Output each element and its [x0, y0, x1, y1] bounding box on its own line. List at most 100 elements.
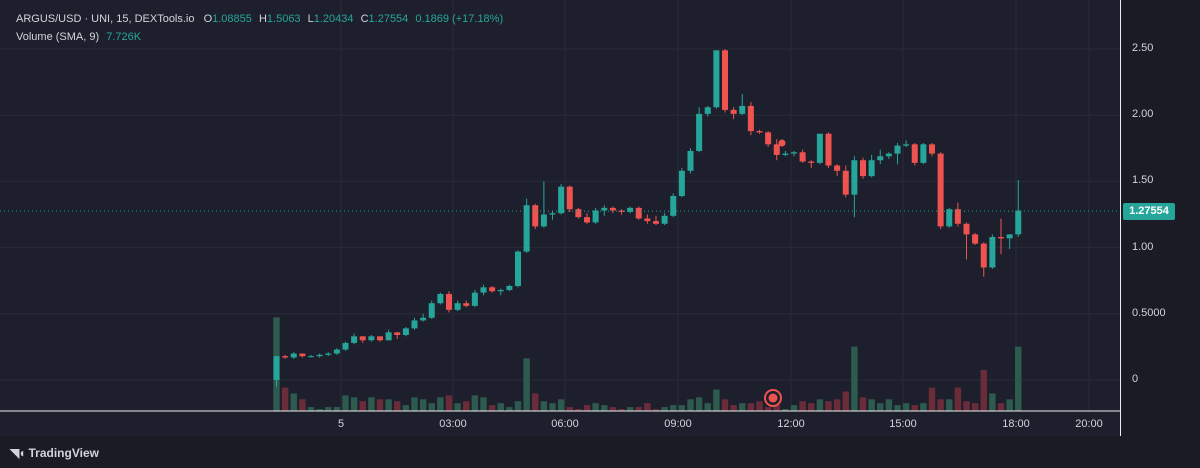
candles — [273, 49, 1022, 387]
candle-body — [670, 195, 677, 216]
candle-body — [428, 303, 435, 318]
volume-bar — [618, 409, 625, 411]
volume-bar — [635, 407, 642, 411]
volume-bar — [954, 387, 962, 411]
candle-body — [730, 109, 737, 114]
candle-body — [765, 132, 772, 145]
volume-bar — [609, 407, 617, 411]
volume-bar — [437, 397, 444, 411]
volume-bar — [506, 407, 513, 411]
candle-body — [549, 213, 556, 215]
low-value: 1.20434 — [313, 13, 354, 25]
candle-body — [661, 215, 668, 224]
candle-body — [299, 353, 306, 357]
candle-body — [446, 293, 452, 310]
candlestick-chart[interactable] — [0, 0, 1120, 436]
candle-body — [394, 332, 401, 335]
candle-body — [342, 342, 349, 350]
time-tick-label: 15:00 — [889, 418, 917, 430]
volume-bar — [739, 403, 746, 411]
open-value: 1.08855 — [212, 13, 252, 25]
volume-bar — [764, 407, 772, 411]
volume-bar — [583, 405, 591, 411]
candle-body — [816, 133, 823, 163]
price-tick-label: 2.00 — [1132, 108, 1154, 121]
candle-body — [523, 205, 530, 252]
close-label: C — [360, 13, 369, 25]
volume-bar — [946, 399, 953, 411]
candle-body — [420, 317, 427, 321]
volume-bar — [566, 407, 573, 411]
volume-bar — [756, 401, 763, 411]
candle-body — [980, 243, 987, 268]
brand-name: TradingView — [28, 446, 99, 460]
symbol-title[interactable]: ARGUS/USD · UNI, 15, DEXTools.io — [16, 13, 195, 25]
volume-bar — [652, 409, 660, 411]
volume-bar — [514, 401, 522, 411]
candle-body — [437, 293, 444, 304]
tradingview-logo[interactable]: ◥◖ TradingView — [10, 446, 99, 460]
candle-body — [972, 234, 979, 244]
time-tick-label: 18:00 — [1002, 418, 1030, 430]
candle-body — [282, 356, 289, 358]
candle-body — [713, 50, 720, 108]
candle-body — [333, 349, 340, 354]
candle-body — [704, 107, 711, 114]
candle-body — [385, 332, 392, 341]
volume-bar — [549, 403, 556, 411]
candle-body — [739, 105, 746, 114]
candle-body — [687, 150, 694, 171]
volume-bar — [575, 409, 582, 411]
volume-bar — [877, 403, 884, 411]
event-marker[interactable] — [764, 389, 782, 407]
volume-bar — [307, 407, 315, 411]
chart-area[interactable]: ARGUS/USD · UNI, 15, DEXTools.io O1.0885… — [0, 0, 1120, 436]
volume-bars — [273, 317, 1022, 411]
volume-bar — [290, 393, 297, 411]
candle-body — [463, 303, 470, 306]
volume-bar — [342, 395, 349, 411]
candle-body — [851, 160, 858, 195]
candle-body — [480, 287, 487, 293]
candle-body — [954, 209, 961, 224]
high-label: H — [258, 13, 267, 25]
volume-bar — [971, 403, 979, 411]
volume-bar — [480, 397, 487, 411]
candle-body — [903, 144, 910, 146]
candle-body — [506, 285, 513, 290]
candle-body — [653, 221, 659, 224]
grid — [0, 0, 1120, 411]
candle-body — [808, 161, 815, 163]
candle-body — [359, 336, 366, 341]
volume-bar — [902, 403, 910, 411]
candle-body — [696, 113, 703, 151]
open-label: O — [203, 13, 213, 25]
candle-body — [368, 336, 375, 341]
candle-body — [592, 210, 599, 223]
candle-body — [998, 237, 1004, 239]
candle-body — [489, 287, 496, 292]
candle-body — [273, 356, 280, 380]
candle-body — [946, 209, 953, 227]
close-value: 1.27554 — [368, 13, 409, 25]
candle-body — [860, 160, 866, 177]
candle-body — [877, 156, 884, 161]
candle-body — [601, 207, 608, 211]
candle-body — [325, 353, 332, 355]
candle-body — [825, 133, 832, 166]
candle-body — [929, 144, 935, 154]
volume-bar — [419, 399, 427, 411]
volume-label[interactable]: Volume (SMA, 9) — [16, 31, 100, 43]
volume-bar — [368, 397, 375, 411]
candle-body — [316, 354, 323, 357]
sell-marker-icon — [778, 139, 786, 147]
time-tick-label: 03:00 — [439, 418, 467, 430]
volume-bar — [678, 405, 686, 411]
candle-body — [1006, 234, 1013, 239]
price-tick-label: 1.00 — [1132, 240, 1154, 253]
candle-body — [471, 292, 478, 306]
volume-bar — [713, 389, 720, 411]
volume-bar — [816, 399, 824, 411]
volume-bar — [894, 405, 901, 411]
volume-bar — [445, 395, 453, 411]
